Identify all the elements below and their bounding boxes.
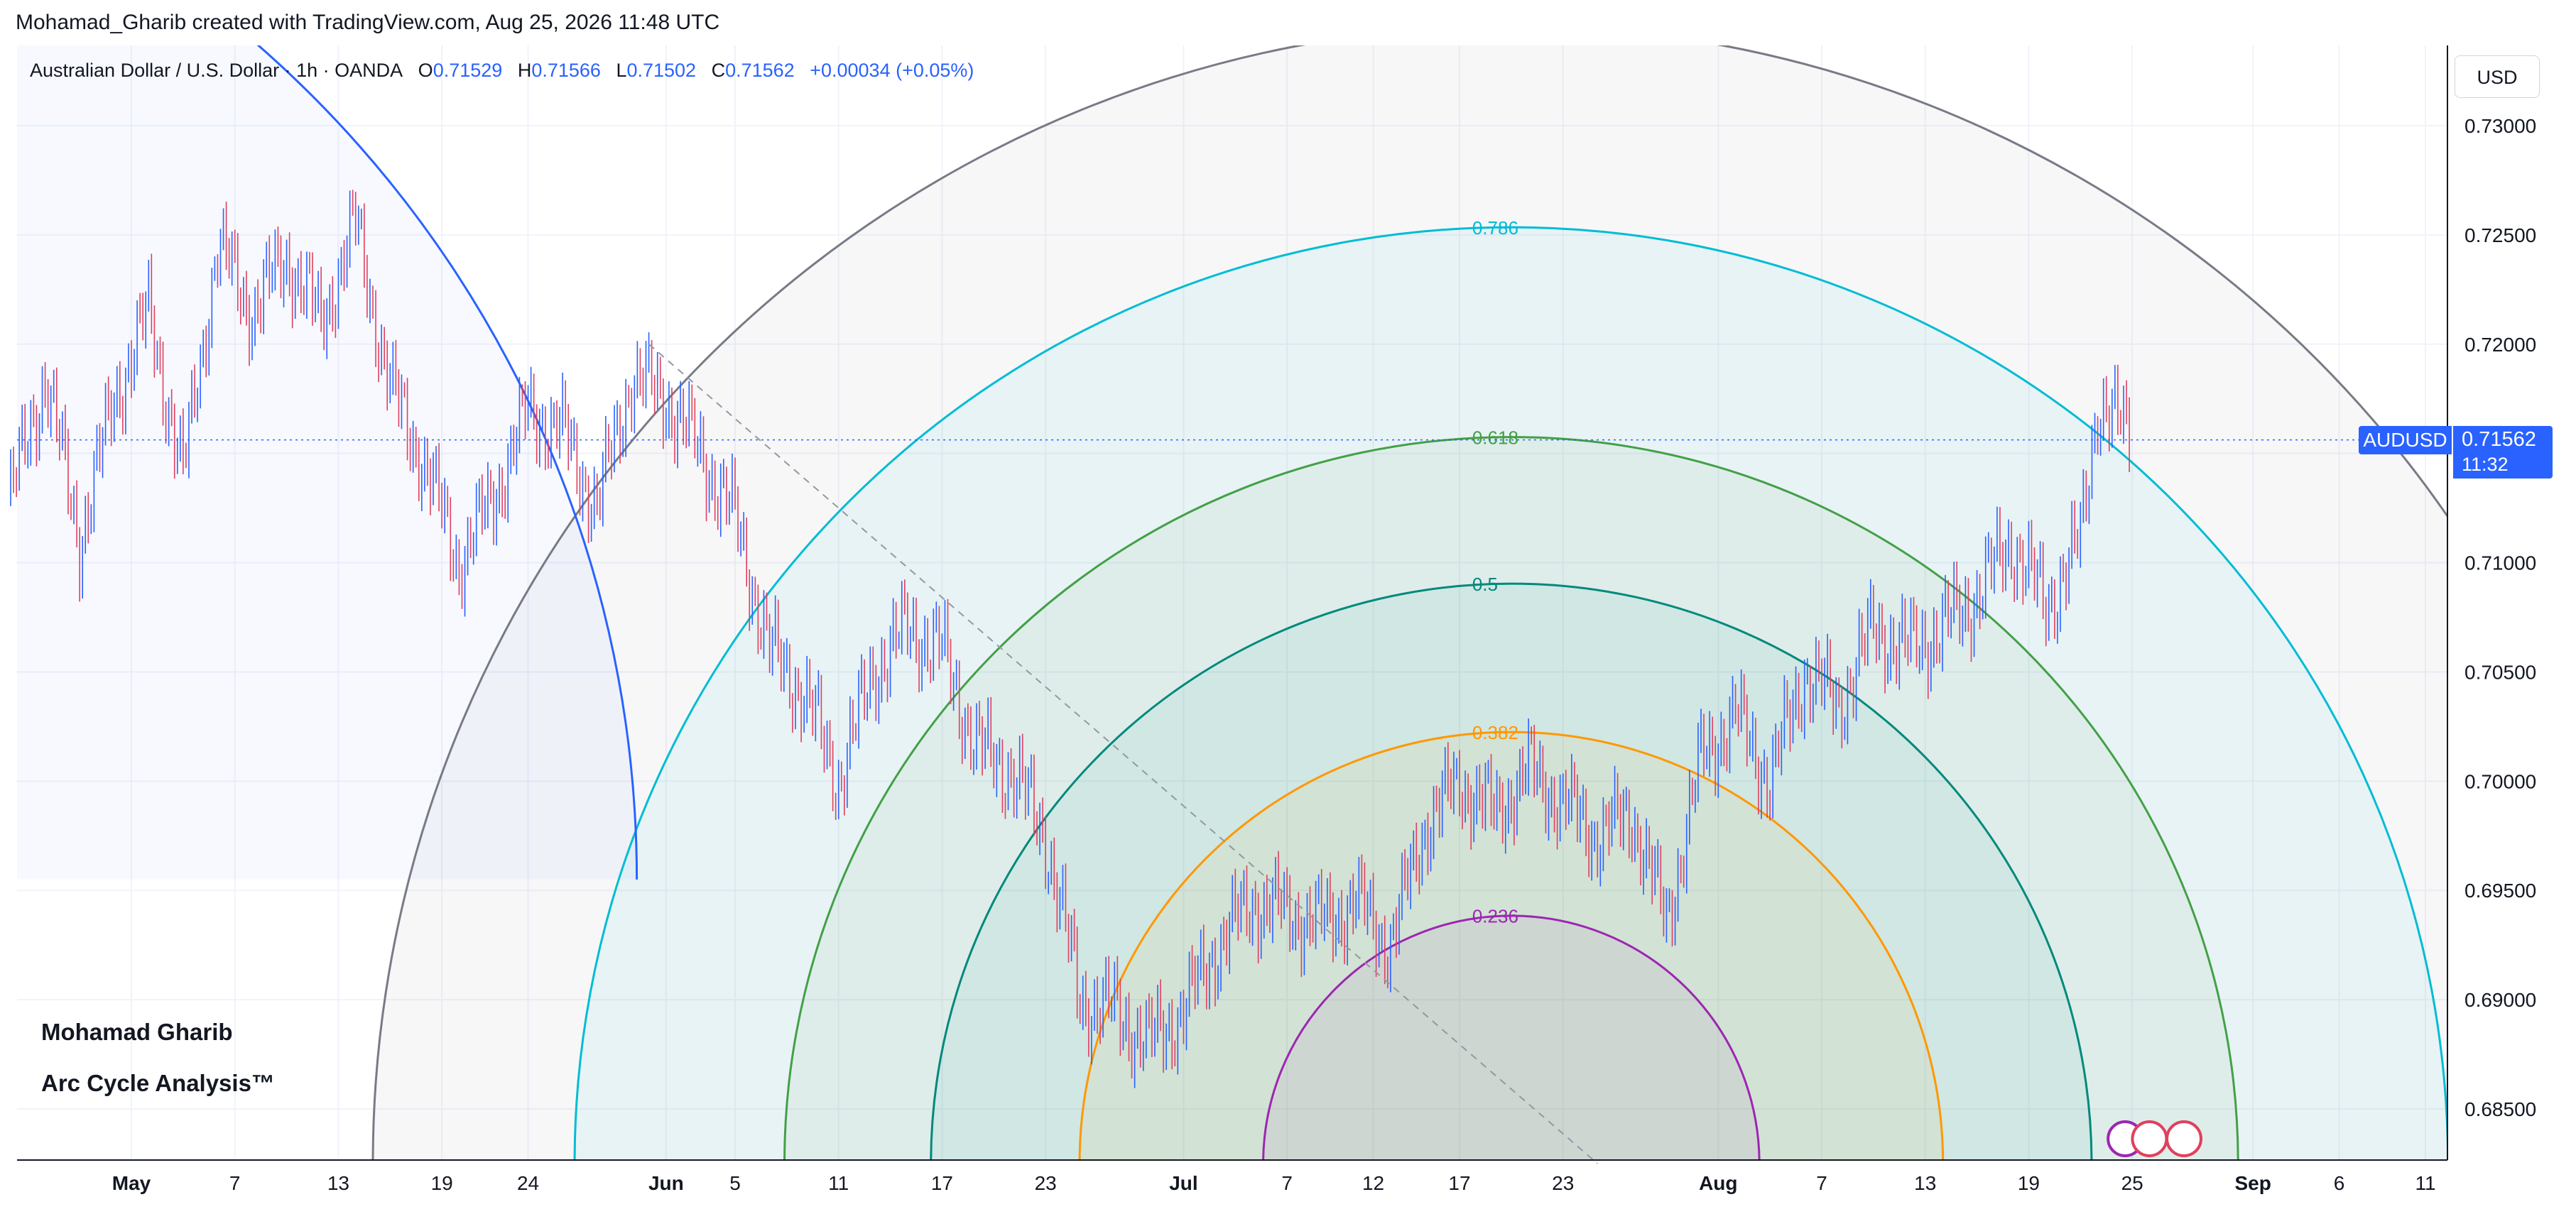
currency-button[interactable]: USD [2455,55,2540,98]
open-label: O [418,60,433,81]
price-tick-label: 0.73000 [2464,115,2536,137]
open-value: 0.71529 [433,60,503,81]
time-tick-label: 13 [327,1172,349,1194]
fib-arc-0618[interactable] [783,436,2239,1164]
time-tick-label: 11 [2415,1172,2435,1194]
time-tick-label: 7 [1816,1172,1827,1194]
author-name: Mohamad Gharib [41,1019,233,1045]
last-price-tag: 0.71562 11:32 [2453,426,2553,479]
fib-arc-05[interactable] [930,582,2093,1164]
symbol-legend: Australian Dollar / U.S. Dollar · 1h · O… [30,60,984,82]
trend-line[interactable] [648,344,1598,1164]
fib-arc-label: 0.786 [1472,217,1518,239]
time-tick-label: 17 [931,1172,953,1194]
price-tick-label: 0.71000 [2464,552,2536,574]
time-tick-label: 23 [1552,1172,1574,1194]
low-value: 0.71502 [626,60,697,81]
time-tick-label: May [112,1172,151,1194]
price-tick-label: 0.68500 [2464,1098,2536,1120]
time-tick-label: 19 [431,1172,453,1194]
analysis-title: Arc Cycle Analysis™ [41,1070,275,1096]
time-tick-label: 11 [828,1172,849,1194]
fib-arc-label: 0.236 [1472,906,1518,927]
last-price: 0.71562 [2462,428,2536,451]
symbol-info[interactable]: Australian Dollar / U.S. Dollar · 1h · O… [30,60,403,81]
fib-arc-label: 0.618 [1472,427,1518,449]
time-tick-label: Jul [1169,1172,1197,1194]
chart-frame[interactable]: 0.786 0.618 0.5 0.382 0.236 0.68500 0.69000 0.… [0,45,2576,1214]
time-tick-label: 23 [1035,1172,1057,1194]
price-tick-label: 0.70000 [2464,770,2536,792]
economic-event-icon[interactable] [2165,1120,2202,1157]
high-value: 0.71566 [531,60,601,81]
economic-event-icon[interactable] [2131,1120,2168,1157]
price-tick-label: 0.72500 [2464,224,2536,246]
time-tick-label: 7 [229,1172,241,1194]
time-tick-label: Jun [648,1172,684,1194]
time-tick-label: 24 [517,1172,539,1194]
fib-arc-label: 0.382 [1472,722,1518,743]
fib-arc-fill [575,227,2447,1160]
time-tick-label: 7 [1281,1172,1293,1194]
bar-countdown: 11:32 [2462,454,2509,475]
time-tick-label: 5 [729,1172,741,1194]
fib-arc-fill [1079,732,1943,1160]
time-tick-label: Aug [1699,1172,1737,1194]
fib-arc-fill [373,45,2447,1160]
price-tick-label: 0.69500 [2464,880,2536,902]
price-tick-label: 0.72000 [2464,334,2536,356]
price-tick-label: 0.70500 [2464,661,2536,683]
low-label: L [616,60,627,81]
author-watermark: Mohamad Gharib Arc Cycle Analysis™ [41,1007,275,1109]
big-arc-line[interactable] [0,45,638,880]
time-tick-label: 12 [1362,1172,1384,1194]
high-label: H [517,60,532,81]
time-tick-label: 19 [2018,1172,2040,1194]
close-value: 0.71562 [725,60,795,81]
time-tick-label: 13 [1914,1172,1936,1194]
fib-arc-label: 0.5 [1472,574,1498,595]
chart-title: Mohamad_Gharib created with TradingView.… [0,0,2576,45]
change-value: +0.00034 (+0.05%) [810,60,974,81]
chart-canvas[interactable]: 0.786 0.618 0.5 0.382 0.236 0.68500 0.69000 0.… [0,45,2576,1214]
time-tick-label: Sep [2234,1172,2271,1194]
time-tick-label: 25 [2121,1172,2143,1194]
close-label: C [711,60,726,81]
big-arc-fill [17,45,637,880]
time-tick-label: 17 [1448,1172,1470,1194]
time-tick-label: 6 [2334,1172,2345,1194]
price-tag-symbol: AUDUSD [2359,426,2452,454]
price-tick-label: 0.69000 [2464,989,2536,1011]
